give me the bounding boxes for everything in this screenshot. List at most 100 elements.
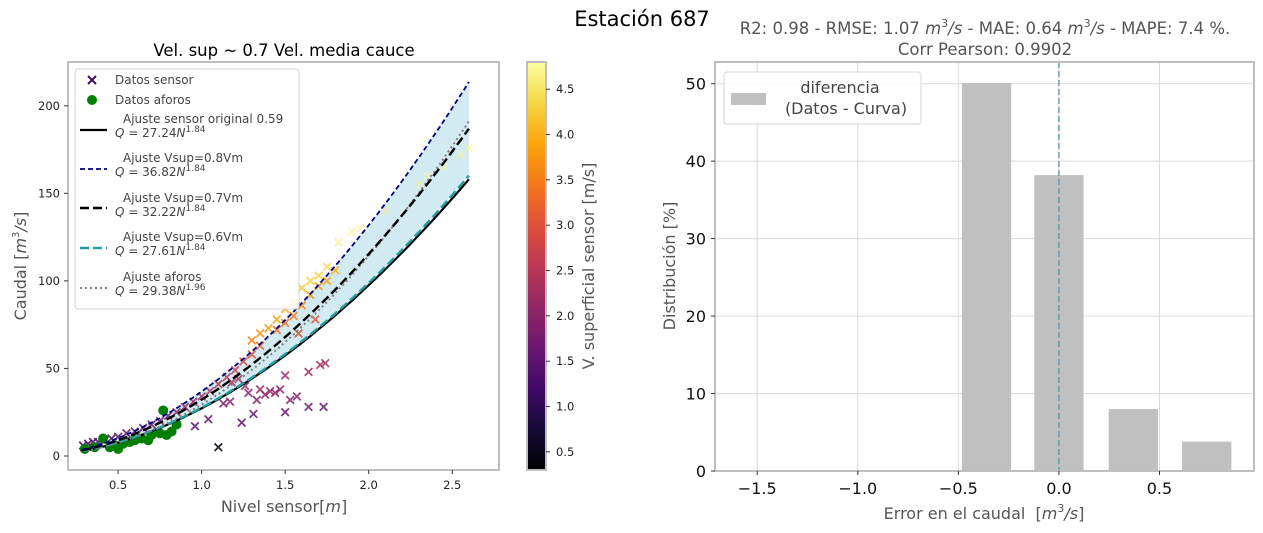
sensor-point: [315, 360, 325, 370]
legend-item-sensor: Datos sensor: [87, 73, 194, 87]
fit-curve: [81, 128, 470, 452]
circle-marker-icon: [87, 95, 97, 105]
colorbar: 0.5 1.0 1.5 2.0 2.5 3.0 3.5 4.0 4.5 V. superfici…: [526, 61, 598, 471]
left-legend: Datos sensor Datos aforos Ajuste sensor …: [74, 68, 300, 310]
x-tick-label: 0.5: [1147, 479, 1172, 498]
sensor-point: [285, 395, 295, 405]
x-tick-label: 1.0: [192, 478, 210, 492]
legend-equation: Q = 29.38N1.96: [115, 283, 206, 298]
y-tick-label: 0: [696, 462, 706, 481]
x-tick-label: 2.5: [443, 478, 461, 492]
sensor-point: [252, 395, 262, 405]
sensor-point: [456, 150, 466, 160]
colorbar-tick-label: 1.0: [556, 400, 574, 414]
fit-curves: [81, 81, 470, 453]
x-tick-label: 0.5: [109, 478, 127, 492]
left-x-ticks: 0.5 1.0 1.5 2.0 2.5: [109, 470, 461, 492]
right-legend: diferencia (Datos - Curva): [723, 71, 922, 125]
legend-equation: Q = 32.22N1.84: [115, 204, 206, 219]
fit-curve: [81, 174, 470, 453]
sensor-point: [213, 442, 223, 452]
sensor-point: [294, 328, 303, 338]
sensor-point: [260, 390, 270, 400]
legend-item-vsup-07: Ajuste Vsup=0.7Vm Q = 32.22N1.84: [80, 191, 243, 219]
legend-label: Ajuste Vsup=0.7Vm: [123, 191, 243, 205]
sensor-point: [238, 356, 248, 366]
sensor-point: [304, 402, 313, 412]
legend-label: Ajuste aforos: [123, 270, 202, 284]
sensor-point: [255, 341, 265, 351]
y-tick-label: 0: [53, 449, 60, 463]
colorbar-ticks: 0.5 1.0 1.5 2.0 2.5 3.0 3.5 4.0 4.5: [546, 82, 574, 459]
colorbar-tick-label: 2.5: [556, 264, 574, 278]
aforo-point: [166, 426, 177, 437]
left-y-axis-label: Caudal [m3/s]: [11, 212, 30, 321]
sensor-point: [304, 367, 313, 377]
x-tick-label: −1.5: [738, 479, 777, 498]
x-tick-label: −1.0: [838, 479, 877, 498]
colorbar-tick-label: 1.5: [556, 354, 574, 368]
sensor-point: [280, 318, 290, 328]
suptitle: Estación 687: [574, 7, 710, 31]
x-tick-label: 1.5: [276, 478, 294, 492]
x-marker-icon: [87, 75, 97, 85]
sensor-point: [218, 399, 228, 408]
left-y-ticks: 0 50 100 150 200: [38, 99, 68, 463]
sensor-point: [247, 349, 257, 359]
sensor-point: [414, 180, 424, 190]
y-tick-label: 50: [45, 361, 60, 375]
right-chart-title-line2: Corr Pearson: 0.9902: [898, 40, 1072, 59]
x-tick-label: −0.5: [939, 479, 978, 498]
legend-item-vsup-08: Ajuste Vsup=0.8Vm Q = 36.82N1.84: [80, 151, 243, 179]
histogram-bar: [1182, 441, 1232, 471]
legend-label: Datos aforos: [115, 93, 191, 107]
legend-box: [723, 71, 922, 125]
y-tick-label: 50: [686, 75, 706, 94]
sensor-point: [305, 276, 315, 286]
right-plot-frame: [714, 61, 1255, 472]
colorbar-gradient: [526, 61, 547, 471]
sensor-point: [265, 386, 275, 396]
left-x-axis-label: Nivel sensor[m]: [221, 497, 347, 516]
sensor-point: [272, 314, 282, 324]
legend-label-line1: diferencia: [800, 78, 879, 97]
legend-label: Datos sensor: [115, 73, 194, 87]
y-tick-label: 200: [38, 99, 60, 113]
legend-label-line2: (Datos - Curva): [785, 99, 907, 118]
legend-item-ajuste-aforos: Ajuste aforos Q = 29.38N1.96: [80, 270, 206, 298]
sensor-point: [464, 143, 474, 153]
sensor-point: [347, 227, 357, 237]
sensor-point: [225, 397, 235, 407]
sensor-point: [270, 388, 280, 398]
sensor-point: [237, 418, 247, 428]
sensor-point: [243, 388, 253, 398]
y-tick-label: 150: [38, 186, 60, 200]
legend-item-original: Ajuste sensor original 0.59 Q = 27.24N1.…: [80, 112, 283, 140]
sensor-point: [275, 385, 285, 394]
colorbar-tick-label: 3.0: [556, 218, 574, 232]
sensor-point: [314, 271, 324, 281]
sensor-point: [289, 311, 298, 321]
sensor-point: [248, 409, 258, 419]
left-chart-title: Vel. sup ~ 0.7 Vel. media cauce: [153, 41, 414, 60]
right-x-ticks: −1.5 −1.0 −0.5 0.0 0.5: [738, 471, 1172, 498]
legend-equation: Q = 36.82N1.84: [115, 164, 206, 179]
legend-equation: Q = 27.24N1.84: [115, 125, 206, 140]
right-chart: R2: 0.98 - RMSE: 1.07 m3/s - MAE: 0.64 m…: [660, 17, 1255, 523]
y-tick-label: 30: [686, 230, 706, 249]
colorbar-tick-label: 0.5: [556, 445, 574, 459]
sensor-point: [322, 262, 332, 272]
aforo-point: [158, 405, 169, 416]
legend-label: Ajuste Vsup=0.8Vm: [123, 151, 243, 165]
sensor-point: [203, 414, 213, 424]
right-y-axis-label: Distribución [%]: [660, 202, 679, 331]
histogram-bar: [961, 82, 1012, 471]
y-tick-label: 20: [686, 307, 706, 326]
bar-swatch-icon: [731, 93, 766, 105]
sensor-point: [180, 402, 190, 412]
sensor-point: [280, 371, 290, 380]
legend-item-vsup-06: Ajuste Vsup=0.6Vm Q = 27.61N1.84: [80, 230, 243, 258]
right-x-axis-label: Error en el caudal [m3/s]: [884, 502, 1085, 523]
colorbar-tick-label: 2.0: [556, 309, 574, 323]
